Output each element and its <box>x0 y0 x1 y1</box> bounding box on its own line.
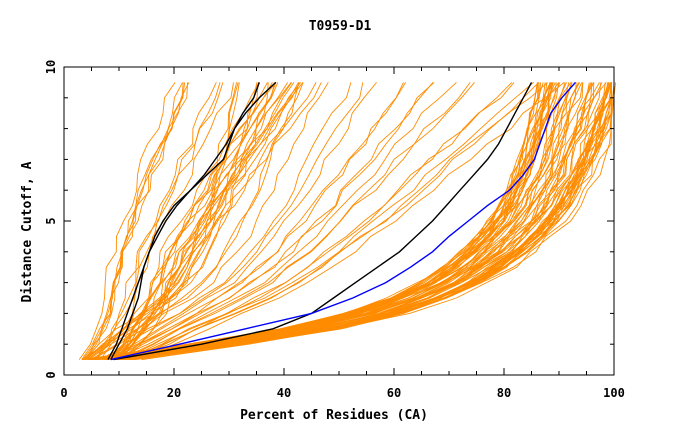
y-axis-label: Distance Cutoff, A <box>20 161 35 302</box>
model-line <box>111 82 581 361</box>
series-line-black-2 <box>110 82 260 360</box>
x-tick-label: 80 <box>497 386 511 400</box>
x-tick-label: 20 <box>167 386 181 400</box>
model-line <box>81 82 183 360</box>
x-tick-label: 40 <box>277 386 291 400</box>
model-line <box>103 82 364 360</box>
model-line <box>86 82 258 360</box>
model-lines <box>78 82 617 361</box>
model-line <box>83 82 186 360</box>
model-line <box>100 82 234 360</box>
model-line <box>113 82 299 360</box>
model-line <box>96 82 217 360</box>
model-line <box>104 82 573 361</box>
model-line <box>137 82 565 361</box>
model-line <box>112 82 457 361</box>
model-line <box>84 82 240 360</box>
model-line <box>116 82 592 361</box>
model-line <box>87 82 190 360</box>
highlight-lines <box>107 81 577 361</box>
model-line <box>90 82 300 360</box>
model-line <box>121 82 600 361</box>
model-line <box>104 82 404 361</box>
chart-title: T0959-D1 <box>309 19 372 34</box>
model-line <box>78 82 176 360</box>
model-line <box>97 82 556 361</box>
y-tick-label: 10 <box>44 60 58 74</box>
model-line <box>95 82 221 360</box>
model-line <box>133 82 548 361</box>
model-line <box>84 82 238 360</box>
y-tick-label: 5 <box>44 217 58 224</box>
model-line <box>82 82 269 360</box>
model-line <box>87 82 553 361</box>
model-line <box>93 82 546 361</box>
model-line <box>92 82 329 360</box>
model-line <box>88 82 542 361</box>
model-line <box>107 82 584 361</box>
model-line <box>112 82 434 360</box>
x-tick-label: 100 <box>603 386 625 400</box>
x-tick-label: 60 <box>387 386 401 400</box>
model-line <box>126 82 540 361</box>
model-line <box>134 82 612 361</box>
x-tick-label: 0 <box>60 386 67 400</box>
y-tick-label: 0 <box>44 371 58 378</box>
model-line <box>106 82 260 360</box>
x-axis-label: Percent of Residues (CA) <box>240 408 428 423</box>
model-line <box>116 82 602 361</box>
model-line <box>107 82 377 360</box>
model-line <box>126 82 515 361</box>
model-line <box>117 82 435 360</box>
series-line-blue-best <box>110 81 577 361</box>
model-line <box>105 82 572 361</box>
model-line <box>131 82 612 361</box>
axis-ticks: 0 20 40 60 80 100 0 5 10 <box>44 60 625 400</box>
model-line <box>82 82 239 360</box>
model-line <box>123 82 471 361</box>
model-line <box>88 82 304 360</box>
model-line <box>126 82 534 361</box>
